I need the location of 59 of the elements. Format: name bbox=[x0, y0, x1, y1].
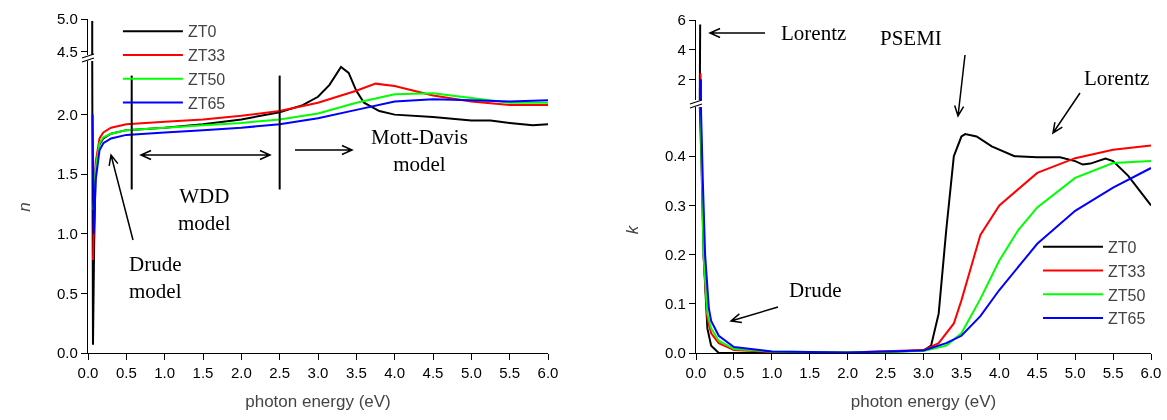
legend-label: ZT50 bbox=[187, 71, 226, 89]
y-axis-title: n bbox=[14, 202, 34, 212]
x-tick-label: 4.0 bbox=[988, 364, 1010, 382]
y-tick-label: 0.1 bbox=[664, 295, 686, 313]
legend-label: ZT33 bbox=[1108, 262, 1146, 280]
annotation: Drude bbox=[789, 278, 842, 302]
y-tick-label: 2 bbox=[677, 70, 686, 88]
annotation: Drude model bbox=[129, 252, 182, 304]
legend-label: ZT33 bbox=[187, 47, 226, 65]
x-axis-title: photon energy (eV) bbox=[850, 391, 997, 411]
x-tick-label: 1.5 bbox=[799, 364, 821, 382]
x-tick-label: 5.0 bbox=[1064, 364, 1086, 382]
y-tick-label: 0.2 bbox=[664, 245, 686, 263]
x-tick-label: 3.5 bbox=[345, 364, 367, 382]
x-tick-label: 0.0 bbox=[77, 364, 99, 382]
x-tick-label: 2.5 bbox=[875, 364, 897, 382]
x-tick-label: 1.5 bbox=[192, 364, 214, 382]
annotation: Lorentz bbox=[781, 21, 847, 45]
x-tick-label: 3.0 bbox=[913, 364, 934, 382]
annotation: WDD model bbox=[178, 184, 231, 236]
x-tick-label: 6.0 bbox=[1140, 364, 1162, 382]
x-tick-label: 4.0 bbox=[384, 364, 406, 382]
x-tick-label: 4.5 bbox=[422, 364, 444, 382]
y-tick-label: 1.5 bbox=[56, 165, 78, 183]
x-tick-label: 5.5 bbox=[499, 364, 521, 382]
annotation: Mott-Davis model bbox=[371, 125, 468, 177]
x-tick-label: 4.5 bbox=[1026, 364, 1048, 382]
x-tick-label: 0.5 bbox=[115, 364, 137, 382]
y-tick-label: 0.4 bbox=[664, 147, 686, 165]
x-tick-label: 1.0 bbox=[154, 364, 176, 382]
legend-label: ZT65 bbox=[187, 94, 226, 112]
y-tick-label: 4.5 bbox=[56, 42, 78, 60]
x-tick-label: 3.0 bbox=[307, 364, 329, 382]
annotation: PSEMI bbox=[880, 26, 942, 50]
y-tick-label: 1.0 bbox=[56, 225, 78, 243]
legend-label: ZT0 bbox=[187, 23, 217, 41]
x-tick-label: 5.0 bbox=[460, 364, 482, 382]
y-axis-title: k bbox=[622, 224, 642, 235]
y-tick-label: 2.0 bbox=[56, 105, 78, 123]
x-tick-label: 2.0 bbox=[230, 364, 252, 382]
legend-label: ZT50 bbox=[1108, 286, 1146, 304]
legend-label: ZT65 bbox=[1108, 310, 1146, 328]
x-tick-label: 1.0 bbox=[761, 364, 783, 382]
y-tick-label: 0.3 bbox=[664, 196, 686, 214]
y-tick-label: 0.5 bbox=[56, 284, 78, 302]
x-tick-label: 6.0 bbox=[537, 364, 559, 382]
y-tick-label: 5.0 bbox=[56, 10, 78, 28]
x-tick-label: 2.5 bbox=[269, 364, 291, 382]
x-tick-label: 2.0 bbox=[837, 364, 859, 382]
annotation: Lorentz bbox=[1084, 66, 1150, 90]
x-tick-label: 0.5 bbox=[723, 364, 745, 382]
x-tick-label: 5.5 bbox=[1102, 364, 1124, 382]
y-tick-label: 0.0 bbox=[664, 344, 686, 362]
y-tick-label: 0.0 bbox=[56, 344, 78, 362]
legend-label: ZT0 bbox=[1108, 238, 1137, 256]
y-tick-label: 6 bbox=[677, 11, 686, 29]
x-axis-title: photon energy (eV) bbox=[245, 391, 391, 411]
y-tick-label: 4 bbox=[677, 40, 686, 58]
x-tick-label: 3.5 bbox=[950, 364, 972, 382]
